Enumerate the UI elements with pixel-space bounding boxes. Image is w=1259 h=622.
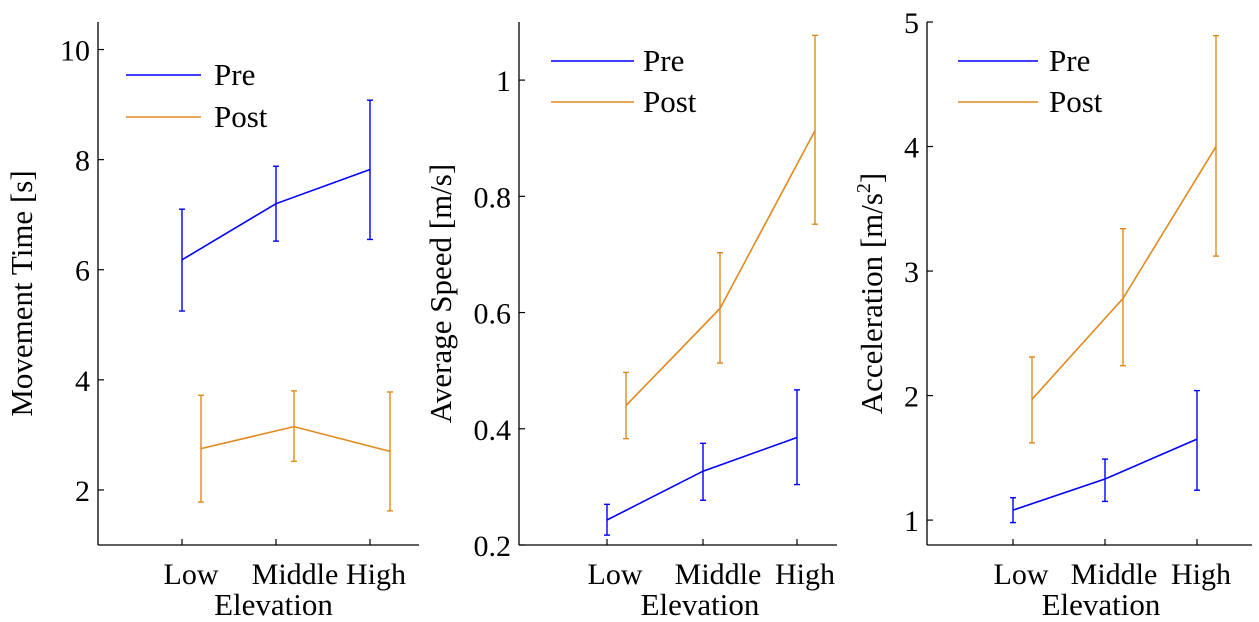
series-pre [1010,389,1200,524]
y-axis-label-text: Movement Time [s] [4,170,39,416]
y-axis-label: Movement Time [s] [4,170,39,416]
series-pre [179,99,373,312]
x-axis-label: Elevation [641,587,760,622]
legend-entry-pre: Pre [551,43,684,78]
x-tick-label: Low [164,558,219,591]
x-tick-label: High [346,558,406,591]
legend-entry-pre: Pre [958,43,1090,78]
legend-entry-post: Post [126,99,268,134]
legend-label: Post [1049,84,1103,119]
x-tick-label: Middle [675,558,762,591]
chart-panel-1: 2 4 6 8 10 Low Middle High Elevation Movement Tim… [4,22,419,622]
y-tick-label: 0.6 [474,298,512,331]
series-line [1031,146,1217,400]
y-tick-label: 8 [75,145,90,178]
legend-entry-pre: Pre [126,57,255,92]
legend-entry-post: Post [958,84,1103,119]
chart-panel-2: 0.2 0.4 0.6 0.8 1 Low Middle High Elevation Avera… [423,22,837,622]
y-tick-label: 4 [904,132,919,165]
y-tick-label: 1 [904,505,919,538]
y-tick-label: 6 [75,255,90,288]
x-tick-label: Low [588,558,643,591]
legend-entry-post: Post [551,84,697,119]
y-tick-label: 1 [496,65,511,98]
y-tick-label: 0.8 [474,181,512,214]
chart-panel-3: 1 2 3 4 5 Low Middle High Elevation Acceleration … [853,7,1252,622]
x-tick-label: Low [994,558,1049,591]
series-post [198,390,393,512]
y-axis-label-text: Average Speed [m/s] [423,164,458,423]
x-axis-label: Elevation [1042,587,1161,622]
y-axis-label: Average Speed [m/s] [423,164,458,423]
legend-label: Post [214,99,268,134]
y-axis-label-superscript: 2 [853,183,875,193]
x-tick-label: High [775,558,835,591]
series-line [200,425,391,453]
x-tick-label: High [1171,558,1231,591]
y-tick-label: 2 [75,475,90,508]
y-tick-label: 4 [75,365,90,398]
legend-label: Pre [214,57,255,92]
series-post [623,34,818,440]
y-tick-label: 10 [60,35,90,68]
legend-label: Pre [643,43,684,78]
x-tick-label: Middle [1071,558,1158,591]
x-tick-label: Middle [252,558,339,591]
series-line [606,436,798,521]
y-axis-label: Acceleration [m/s2] [853,173,889,415]
y-axis-label-tail: ] [854,173,889,183]
y-axis-label-text: Acceleration [m/s [854,193,889,414]
y-tick-label: 5 [904,7,919,40]
legend-label: Pre [1049,43,1090,78]
y-tick-label: 0.4 [474,414,512,447]
legend-label: Post [643,84,697,119]
series-pre [604,389,800,536]
series-post [1029,34,1219,444]
y-tick-label: 3 [904,256,919,289]
x-axis-label: Elevation [214,587,333,622]
y-tick-label: 0.2 [474,530,512,563]
y-tick-label: 2 [904,381,919,414]
